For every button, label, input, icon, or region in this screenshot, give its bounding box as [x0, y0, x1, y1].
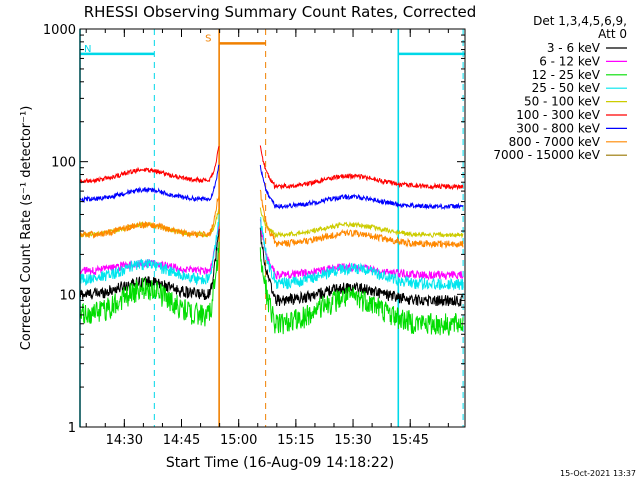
legend-label-2: 12 - 25 keV	[532, 68, 601, 82]
series-line-2-pre	[79, 241, 220, 327]
flag-label-0: N	[84, 44, 91, 55]
x-tick-label: 15:45	[391, 433, 428, 448]
series-line-5-pre	[79, 145, 220, 184]
x-tick-label: 14:30	[106, 433, 143, 448]
x-tick-label: 14:45	[163, 433, 200, 448]
footer-timestamp: 15-Oct-2021 13:37	[560, 469, 636, 478]
plot-frame	[79, 28, 466, 428]
legend-label-1: 6 - 12 keV	[539, 54, 601, 68]
legend-label-8: 7000 - 15000 keV	[493, 148, 600, 162]
x-tick-label: 15:30	[334, 433, 371, 448]
legend-label-7: 800 - 7000 keV	[509, 135, 601, 149]
series-line-7-pre	[80, 194, 220, 239]
y-tick-label: 100	[51, 156, 76, 171]
legend-header-line1: Det 1,3,4,5,6,9,	[533, 14, 627, 28]
legend-label-4: 50 - 100 keV	[524, 95, 601, 109]
legend-label-5: 100 - 300 keV	[516, 108, 600, 122]
series-line-3-post	[259, 216, 464, 291]
x-tick-label: 15:00	[220, 433, 257, 448]
series-line-7-post	[259, 189, 464, 249]
chart-title: RHESSI Observing Summary Count Rates, Co…	[84, 3, 477, 21]
y-tick-label: 10	[59, 288, 76, 303]
legend-header-line2: Att 0	[598, 27, 627, 41]
legend-label-6: 300 - 800 keV	[516, 121, 600, 135]
series-line-3-pre	[79, 214, 220, 286]
legend-label-3: 25 - 50 keV	[532, 81, 601, 95]
legend-label-0: 3 - 6 keV	[547, 41, 601, 55]
plot-area: NS	[79, 29, 465, 427]
series-line-6-pre	[79, 164, 220, 204]
y-axis-label: Corrected Count Rate (s⁻¹ detector⁻¹)	[19, 106, 34, 351]
series-line-5-post	[259, 145, 464, 191]
y-tick-label: 1	[68, 421, 76, 436]
series-line-6-post	[259, 164, 464, 211]
flag-label-2: S	[205, 33, 211, 44]
series-line-2-post	[259, 247, 464, 336]
x-axis-label: Start Time (16-Aug-09 14:18:22)	[166, 455, 394, 471]
x-tick-label: 15:15	[277, 433, 314, 448]
series-line-1-pre	[79, 224, 220, 276]
axes: 1 10 100 1000 14:30 14:45 15:00 15:15 15:30 15:45	[43, 23, 465, 448]
series-line-4-post	[259, 207, 464, 239]
series-line-0-post	[259, 227, 464, 307]
y-tick-label: 1000	[43, 23, 76, 38]
